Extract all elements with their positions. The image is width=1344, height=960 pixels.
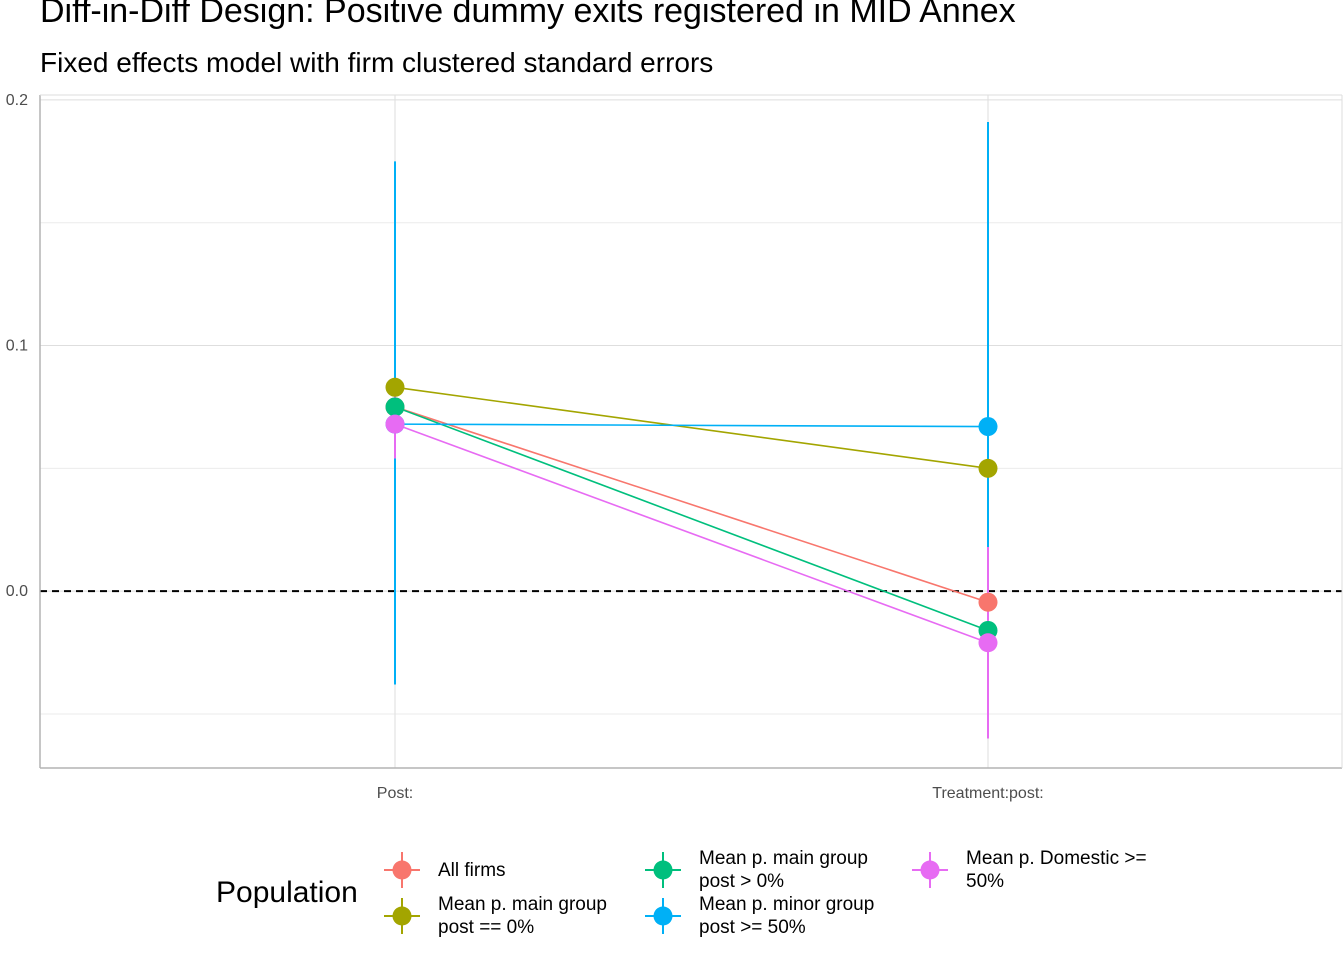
series-line-mean-p-main-group-post-0	[394, 386, 989, 470]
plot-area: 0.0 0.1 0.2 Post: Treatment:post:	[6, 92, 1343, 802]
chart-subtitle: Fixed effects model with firm clustered …	[40, 47, 714, 78]
legend-key-minor-group-post-50	[645, 898, 681, 934]
legend-label: Mean p. Domestic >= 50%	[966, 848, 1147, 892]
legend-key-point	[920, 860, 940, 880]
x-tick-label: Post:	[377, 785, 413, 802]
axes	[39, 94, 1343, 769]
series-line-mean-p-minor-group-post-50	[394, 423, 989, 428]
data-point-mean-p-domestic-50	[385, 414, 405, 434]
y-tick-label: 0.1	[6, 338, 28, 355]
legend-item-all-firms: All firms	[382, 850, 628, 890]
data-point-mean-p-main-group-post-0	[385, 377, 405, 397]
legend-label: Mean p. main group post == 0%	[438, 894, 607, 938]
legend-label: All firms	[438, 859, 506, 881]
legend-key-point	[392, 906, 412, 926]
series-line-mean-p-main-group-post-0	[394, 406, 989, 632]
series-line-mean-p-domestic-50	[394, 423, 989, 644]
legend-key-main-group-post-zero	[384, 898, 420, 934]
series-lines	[394, 386, 989, 644]
legend-key-point	[653, 860, 673, 880]
data-points	[385, 377, 998, 653]
y-tick-labels: 0.0 0.1 0.2	[6, 92, 28, 600]
legend-item-main-group-post-zero: Mean p. main group post == 0%	[382, 893, 628, 939]
series-line-all-firms	[394, 406, 989, 603]
legend-item-minor-group-post-50: Mean p. minor group post >= 50%	[643, 893, 889, 939]
legend-item-domestic-50: Mean p. Domestic >= 50%	[910, 847, 1156, 893]
legend-item-main-group-post-positive: Mean p. main group post > 0%	[643, 847, 889, 893]
data-point-mean-p-minor-group-post-50	[978, 417, 998, 437]
legend-title: Population	[216, 876, 358, 909]
legend-key-domestic-50	[912, 852, 948, 888]
legend-label: Mean p. main group post > 0%	[699, 848, 868, 892]
x-tick-labels: Post: Treatment:post:	[377, 785, 1044, 802]
data-point-mean-p-main-group-post-0	[385, 397, 405, 417]
data-point-mean-p-main-group-post-0	[978, 458, 998, 478]
legend: Population All firms Mean p. main group …	[0, 840, 1344, 950]
error-bars	[394, 122, 989, 739]
chart-title: Diff-in-Diff Design: Positive dummy exit…	[40, 0, 1016, 30]
data-point-mean-p-domestic-50	[978, 633, 998, 653]
y-tick-label: 0.0	[6, 583, 28, 600]
legend-label: Mean p. minor group post >= 50%	[699, 894, 875, 938]
x-tick-label: Treatment:post:	[932, 785, 1043, 802]
y-tick-label: 0.2	[6, 92, 28, 109]
data-point-all-firms	[978, 592, 998, 612]
legend-key-all-firms	[384, 852, 420, 888]
legend-key-point	[392, 860, 412, 880]
legend-key-point	[653, 906, 673, 926]
grid-lines	[40, 95, 1342, 768]
legend-key-main-group-post-positive	[645, 852, 681, 888]
